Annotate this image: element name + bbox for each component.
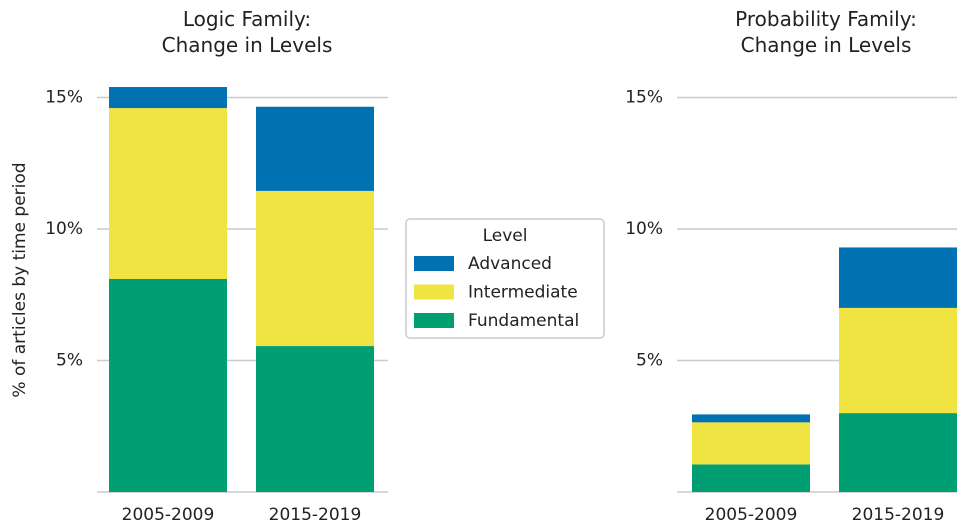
bar-segment [692, 422, 810, 465]
bar-segment [109, 278, 227, 492]
x-tick-label: 2005-2009 [122, 505, 215, 524]
legend-label: Fundamental [468, 311, 579, 331]
bar-segment [256, 346, 374, 492]
bar-segment [256, 106, 374, 191]
x-tick-label: 2005-2009 [705, 505, 798, 524]
legend-swatch [414, 284, 454, 300]
bar-segment [109, 87, 227, 109]
y-tick-label: 5% [56, 351, 83, 371]
y-tick-label: 10% [45, 219, 83, 239]
bar-segment [692, 414, 810, 423]
bar-segment [109, 108, 227, 279]
bar-segment [692, 464, 810, 492]
chart-title: Logic Family: Change in Levels [161, 7, 333, 57]
y-axis-label: % of articles by time period [10, 162, 30, 397]
chart-title: Probability Family: Change in Levels [735, 7, 917, 57]
bar-segment [839, 413, 957, 492]
y-tick-label: 5% [636, 351, 663, 371]
y-tick-label: 10% [625, 219, 663, 239]
legend-box [405, 218, 605, 339]
legend-swatch [414, 313, 454, 328]
bar-segment [256, 190, 374, 347]
legend-title: Level [483, 226, 528, 246]
bar-segment [839, 307, 957, 414]
y-tick-label: 15% [625, 88, 663, 108]
legend-label: Advanced [468, 254, 552, 274]
bar-segment [839, 247, 957, 308]
x-tick-label: 2015-2019 [852, 505, 945, 524]
x-tick-label: 2015-2019 [269, 505, 362, 524]
legend-label: Intermediate [468, 283, 578, 303]
y-tick-label: 15% [45, 88, 83, 108]
legend-swatch [414, 256, 454, 271]
